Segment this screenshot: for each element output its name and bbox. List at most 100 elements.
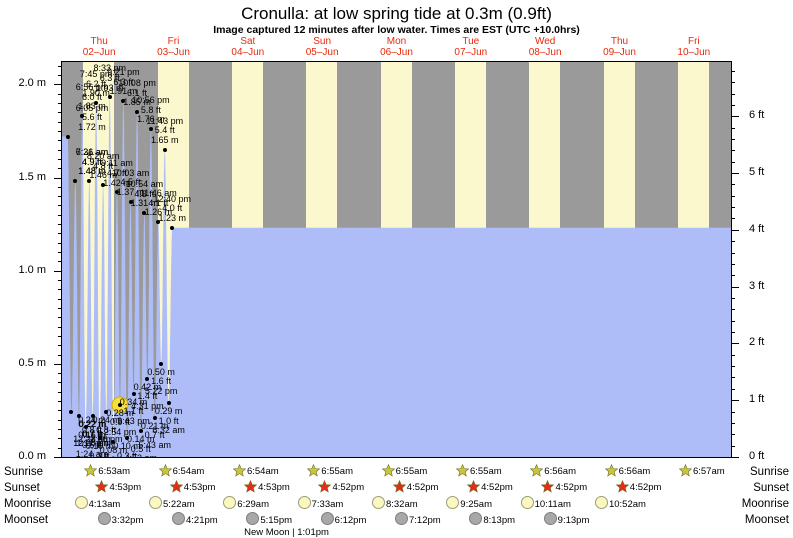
tide-extreme-label-high: 6:31 am 4.9 ft 1.48 m — [76, 148, 109, 177]
label-line-1: 9:11 am — [101, 158, 133, 169]
tide-extreme-label-low: 0.16 m 0.5 ft 1:24 am — [76, 431, 109, 457]
label-line-2: 1.0 ft — [158, 415, 179, 426]
label-line-1: 0.24 m — [92, 415, 121, 426]
label-line-1: 8:33 pm — [93, 63, 126, 74]
sunrise-entry-time: 6:55am — [395, 466, 428, 477]
moonrise-icon — [223, 496, 237, 509]
tide-plot[interactable]: 6:05 pm 5.6 ft 1.72 m 0.24 m 0.8 ft 12:28 am 6… — [62, 62, 731, 457]
label-line-3: 4:31 pm — [131, 400, 164, 411]
label-line-1: 0.16 m — [78, 430, 106, 441]
y-minor-tick-m — [58, 242, 62, 244]
star-icon — [530, 464, 544, 477]
day-header-8: Fri 10–Jun — [657, 36, 731, 58]
tide-extreme-dot — [159, 361, 164, 366]
label-line-2: 0.5 ft — [130, 443, 151, 454]
day-name: Fri — [167, 36, 180, 47]
tide-extreme-dot — [65, 134, 70, 139]
row-label-sunset-left: Sunset — [4, 482, 40, 494]
y-minor-tick-ft — [731, 445, 735, 447]
sunset-entry-time: 4:52pm — [481, 482, 513, 493]
tide-extreme-dot — [97, 436, 102, 441]
day-name: Fri — [687, 36, 700, 47]
day-header-4: Mon 06–Jun — [359, 36, 433, 58]
tide-extreme-label-high: 10:08 pm 6.1 ft 1.85 m — [118, 79, 156, 108]
label-line-1: 0.10 m — [85, 441, 114, 452]
y-minor-tick-ft — [731, 252, 735, 254]
label-line-3: 1.76 m — [137, 114, 165, 125]
day-name: Thu — [90, 36, 108, 47]
label-line-3: 1.37 m — [116, 186, 145, 197]
moonset-entry-4: 7:12pm — [395, 512, 441, 526]
star-icon — [392, 480, 406, 493]
label-line-2: 4.5 ft — [120, 177, 141, 188]
day-date: 08–Jun — [528, 47, 562, 58]
label-line-2: 4.1 ft — [148, 197, 169, 208]
tide-extreme-label-high: 9:11 am 4.7 ft 1.42 m — [101, 159, 133, 188]
label-line-2: 5.8 ft — [140, 104, 161, 115]
tide-extreme-label-low: 0.34 m 1.1 ft 3:43 pm — [117, 396, 150, 427]
label-line-1: 7:26 am — [75, 147, 109, 158]
moonset-icon — [97, 512, 111, 525]
y-minor-tick-m — [58, 429, 62, 431]
label-line-2: 4.9 ft — [81, 156, 102, 167]
y-tick-label-ft-4: 4 ft — [749, 222, 765, 235]
y-minor-tick-m — [58, 140, 62, 142]
page-title: Cronulla: at low spring tide at 0.3m (0.… — [241, 4, 552, 23]
label-line-1: 8:20 am — [86, 150, 120, 161]
y-minor-tick-ft — [731, 377, 735, 379]
label-line-2: 1.6 ft — [151, 376, 172, 387]
y-minor-tick-ft — [731, 388, 735, 390]
moonrise-entry-time: 4:13am — [88, 499, 121, 510]
sunrise-entry-time: 6:56am — [618, 466, 651, 477]
moonrise-icon — [74, 496, 88, 509]
label-line-1: 10:08 pm — [118, 78, 156, 89]
y-minor-tick-m — [58, 121, 62, 123]
y-tick-label-m-1: 0.5 m — [18, 356, 46, 369]
moonrise-entry-time: 7:33am — [311, 499, 344, 510]
tide-extreme-dot — [148, 127, 153, 132]
sunrise-entry-4: 6:55am — [381, 464, 428, 477]
star-icon — [84, 464, 98, 477]
label-line-2: 1.4 ft — [137, 391, 158, 402]
row-label-moonrise-left: Moonrise — [4, 498, 52, 510]
day-header-strip: Thu 02–Jun Fri 03–Jun Sat 04–Jun Sun 05–Jun Mon 0… — [62, 36, 731, 58]
y-minor-tick-ft — [731, 434, 735, 436]
y-minor-tick-ft — [731, 422, 735, 424]
moonset-icon — [395, 512, 408, 525]
plot-border-right — [730, 61, 732, 458]
label-line-3: 1.48 m — [78, 166, 106, 177]
label-line-1: 0.22 m — [78, 419, 106, 429]
page-subtitle: Image captured 12 minutes after low wate… — [213, 24, 580, 36]
tide-extreme-dot — [87, 179, 92, 184]
y-tick-label-m-2: 1.0 m — [18, 263, 46, 276]
y-tick-label-ft-1: 1 ft — [749, 393, 765, 406]
label-line-2: 0.3 ft — [117, 450, 138, 457]
day-name: Wed — [534, 36, 556, 47]
moonset-entry-time: 6:12pm — [334, 515, 367, 526]
label-line-1: 0.34 m — [119, 396, 148, 407]
sunset-entry-2: 4:53pm — [244, 480, 290, 493]
tide-extreme-label-low: 0.22 m 0.7 ft 12:28 pm — [73, 419, 111, 449]
y-tick-m-1 — [54, 363, 62, 365]
y-minor-tick-ft — [731, 104, 735, 106]
y-minor-tick-m — [58, 335, 62, 337]
moonrise-icon — [148, 496, 162, 509]
label-line-2: 0.3 ft — [98, 455, 130, 457]
tide-extreme-label-high: 10:54 am 4.3 ft 1.31 m — [126, 179, 164, 209]
sunrise-entry-2: 6:54am — [232, 464, 279, 477]
moonset-entry-time: 3:32pm — [111, 515, 144, 526]
day-header-5: Tue 07–Jun — [434, 36, 508, 58]
tide-curve — [62, 97, 731, 457]
sunrise-entry-time: 6:54am — [246, 466, 279, 477]
y-minor-tick-m — [58, 233, 62, 235]
label-line-3: 2:06 pm — [90, 434, 123, 445]
moonrise-entry-0: 4:13am — [74, 496, 121, 510]
label-line-3: 12:28 pm — [73, 438, 111, 449]
y-tick-label-ft-2: 2 ft — [749, 336, 765, 349]
y-minor-tick-ft — [731, 263, 735, 265]
tide-extreme-label-high: 12:40 pm 4.0 ft 1.23 m — [154, 194, 192, 224]
star-icon — [244, 480, 258, 493]
sunrise-entry-6: 6:56am — [530, 464, 576, 477]
moonset-entry-time: 8:13pm — [483, 515, 516, 526]
sunset-entry-3: 4:52pm — [318, 480, 364, 493]
